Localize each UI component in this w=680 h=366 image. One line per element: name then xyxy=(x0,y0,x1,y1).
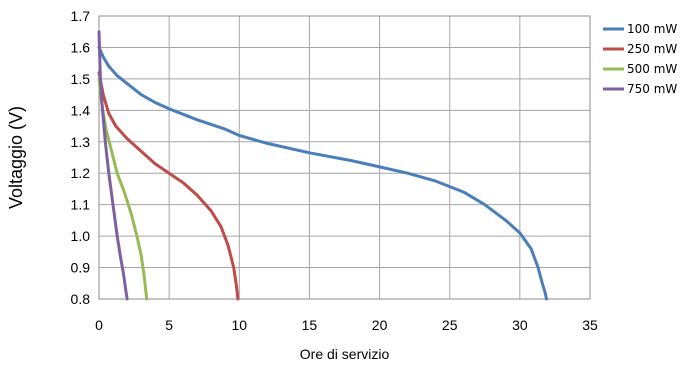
y-tick-label: 0.9 xyxy=(71,260,91,276)
x-tick-label: 35 xyxy=(582,317,598,333)
legend-label-750-mw: 750 mW xyxy=(627,82,677,96)
legend-label-500-mw: 500 mW xyxy=(627,62,677,76)
series-line-100-mw xyxy=(97,45,548,301)
y-tick-label: 1.1 xyxy=(71,197,91,213)
series-lines xyxy=(97,30,548,301)
x-tick-label: 25 xyxy=(442,317,458,333)
x-tick-label: 20 xyxy=(372,317,388,333)
legend-label-250-mw: 250 mW xyxy=(627,42,677,56)
grid-lines xyxy=(99,16,590,299)
series-line-250-mw xyxy=(97,71,240,301)
y-axis-tick-labels: 0.8 0.9 1.0 1.1 1.2 1.3 1.4 1.5 1.6 1.7 xyxy=(71,8,91,307)
y-axis-title: Voltaggio (V) xyxy=(6,106,26,209)
plot-frame xyxy=(98,15,591,300)
series-line-750-mw xyxy=(97,30,129,301)
y-tick-label: 1.0 xyxy=(71,228,91,244)
y-tick-label: 1.7 xyxy=(71,8,91,24)
y-tick-label: 1.2 xyxy=(71,165,91,181)
legend-label-100-mw: 100 mW xyxy=(627,22,677,36)
y-tick-label: 1.5 xyxy=(71,71,91,87)
x-tick-label: 5 xyxy=(165,317,173,333)
x-tick-label: 15 xyxy=(302,317,318,333)
x-axis-title: Ore di servizio xyxy=(300,346,390,362)
x-tick-label: 0 xyxy=(95,317,103,333)
y-tick-label: 0.8 xyxy=(71,291,91,307)
y-tick-label: 1.6 xyxy=(71,39,91,55)
x-tick-label: 10 xyxy=(231,317,247,333)
y-tick-label: 1.4 xyxy=(71,102,91,118)
x-tick-label: 30 xyxy=(512,317,528,333)
y-tick-label: 1.3 xyxy=(71,134,91,150)
legend: 100 mW 250 mW 500 mW 750 mW xyxy=(603,22,677,96)
x-axis-tick-labels: 0 5 10 15 20 25 30 35 xyxy=(95,317,598,333)
